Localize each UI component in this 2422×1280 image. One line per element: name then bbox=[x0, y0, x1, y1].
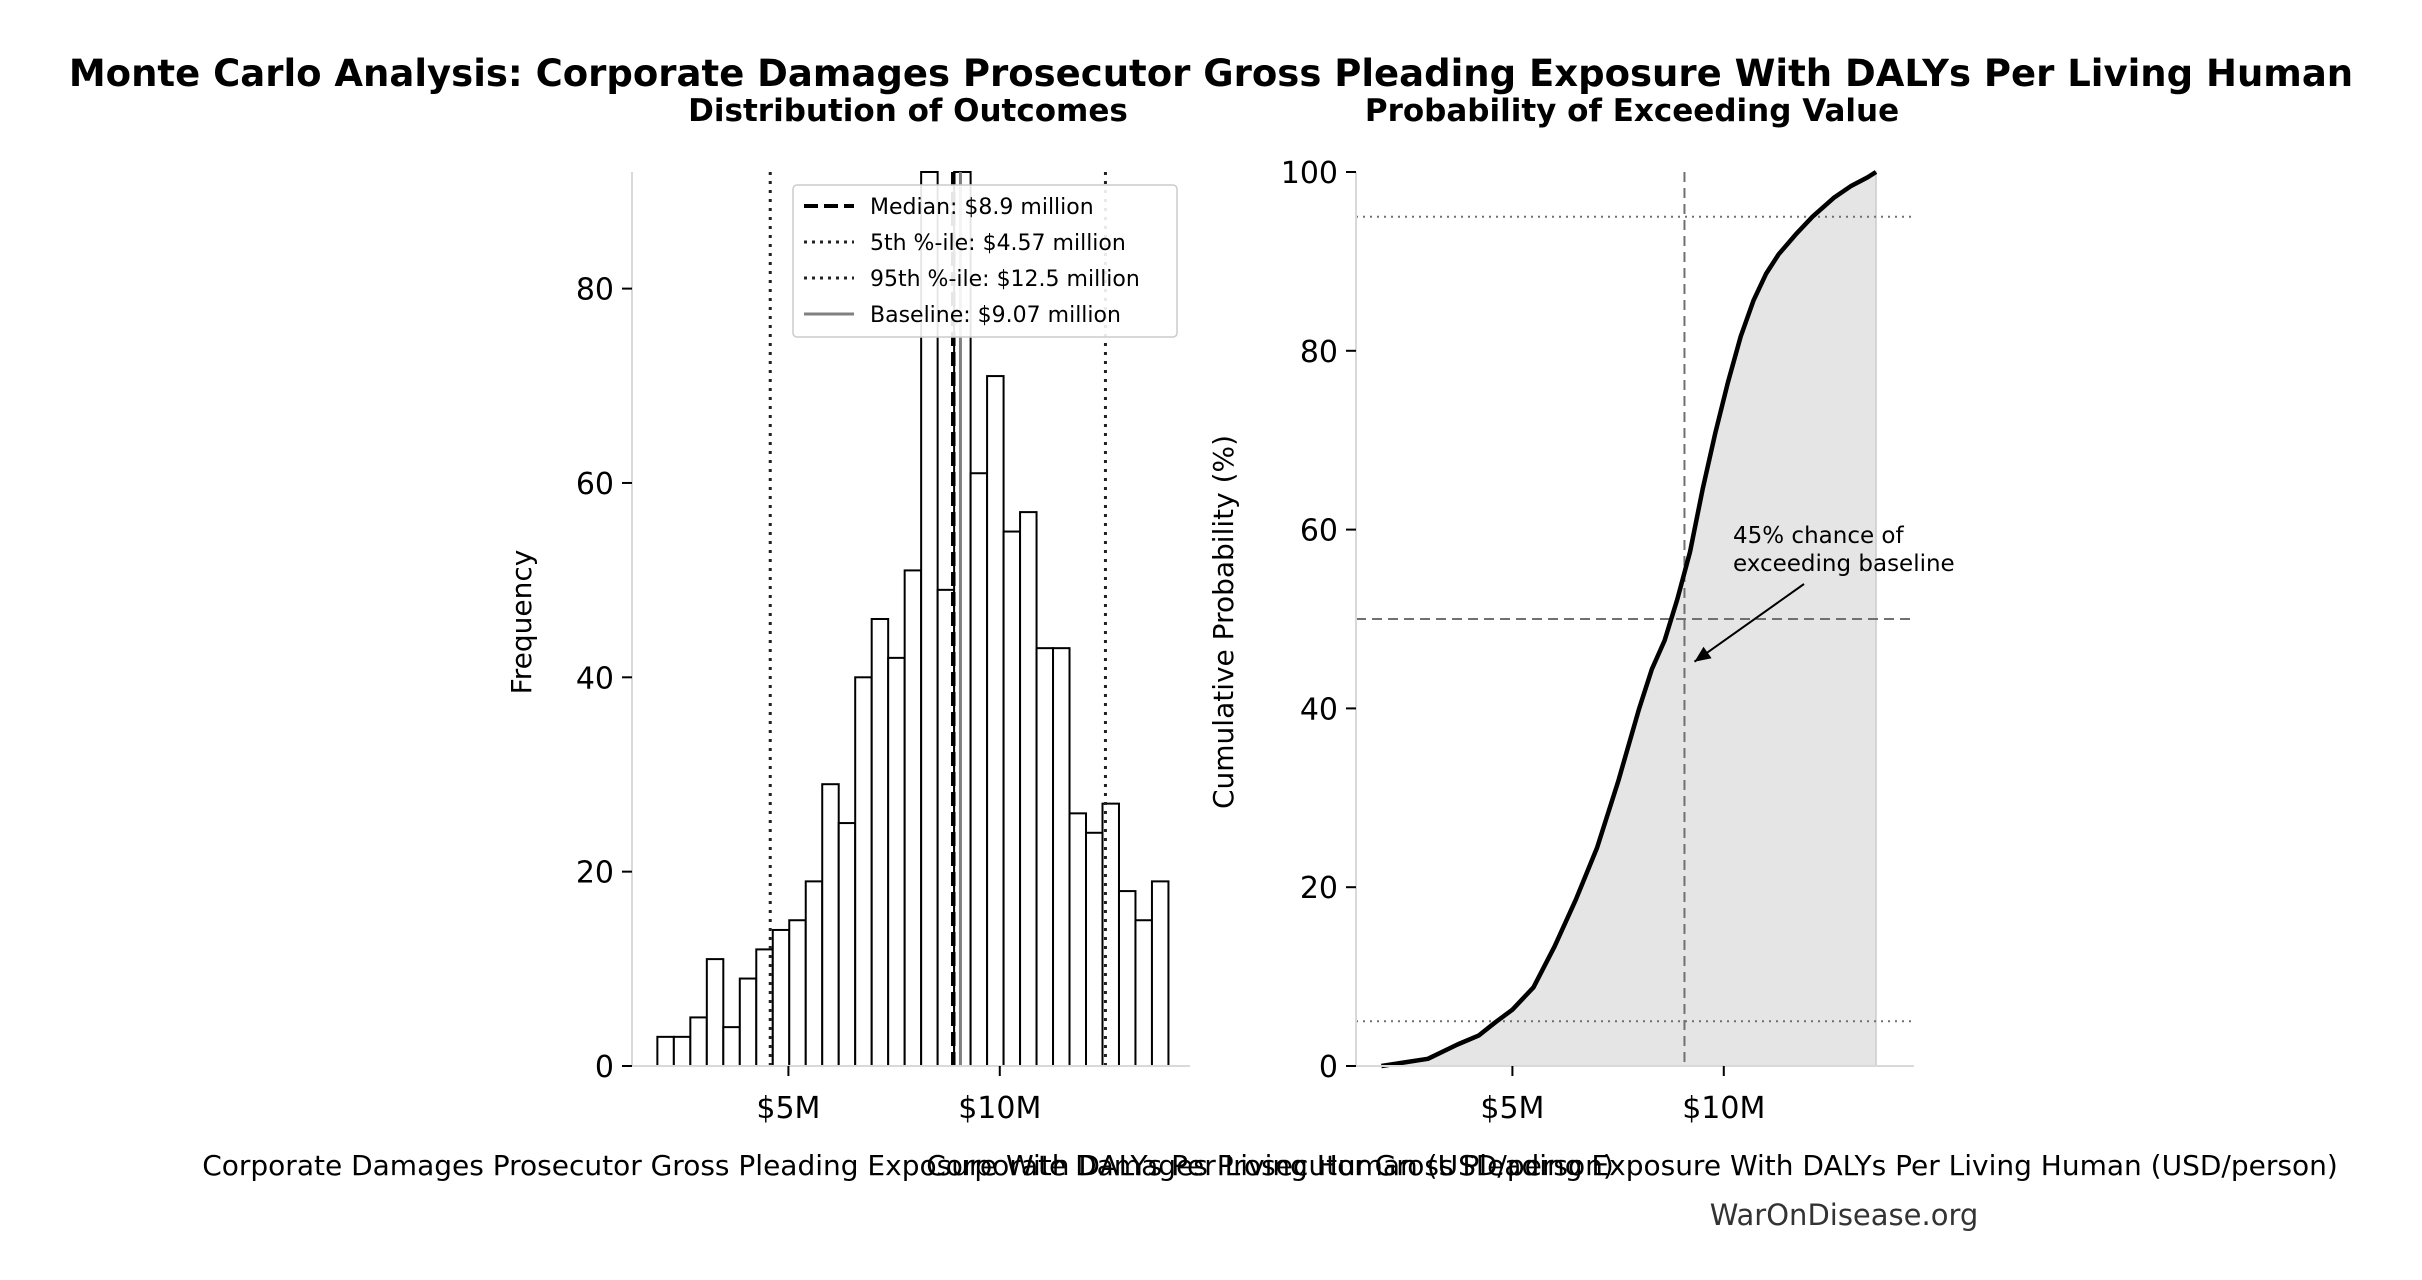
histogram-bar bbox=[689, 1016, 708, 1067]
cumulative-y-tick-label: 20 bbox=[1300, 871, 1338, 906]
histogram-x-tick-label: $5M bbox=[756, 1091, 820, 1126]
annotation-arrow bbox=[1693, 583, 1805, 663]
cumulative-x-tick-label: $10M bbox=[1682, 1091, 1765, 1126]
cumulative-y-ticks: 0 20 40 60 80 100 bbox=[1281, 156, 1356, 1085]
footer-credit: WarOnDisease.org bbox=[1710, 1198, 1979, 1232]
cumulative-y-tick-label: 100 bbox=[1281, 156, 1338, 191]
histogram-x-label: Corporate Damages Prosecutor Gross Plead… bbox=[202, 1149, 1614, 1182]
legend-label-p5: 5th %-ile: $4.57 million bbox=[870, 231, 1126, 256]
histogram-bar bbox=[1085, 831, 1104, 1067]
histogram-bar bbox=[1134, 919, 1153, 1067]
histogram-bar bbox=[887, 656, 906, 1067]
histogram-legend: Median: $8.9 million 5th %-ile: $4.57 mi… bbox=[792, 184, 1178, 338]
histogram-bar bbox=[903, 569, 923, 1067]
cumulative-x-label: Corporate Damages Prosecutor Gross Plead… bbox=[926, 1149, 2338, 1182]
histogram-chart: Distribution of Outcomes 0 20 40 60 80 $5M $1… bbox=[202, 93, 1614, 1182]
annotation-line-1: 45% chance of bbox=[1733, 523, 1905, 549]
histogram-x-ticks: $5M $10M bbox=[756, 1066, 1041, 1126]
legend-entry-median: Median: $8.9 million bbox=[804, 195, 1094, 220]
annotation-arrowhead bbox=[1694, 646, 1712, 662]
histogram-bar bbox=[821, 783, 840, 1068]
histogram-bar bbox=[804, 880, 824, 1067]
cumulative-curve bbox=[1381, 170, 1878, 1069]
legend-label-baseline: Baseline: $9.07 million bbox=[870, 303, 1121, 328]
legend-label-p95: 95th %-ile: $12.5 million bbox=[870, 267, 1140, 292]
histogram-bar bbox=[705, 958, 725, 1068]
histogram-bar bbox=[1117, 890, 1137, 1068]
histogram-y-tick-label: 20 bbox=[576, 856, 614, 891]
legend-entry-baseline: Baseline: $9.07 million bbox=[804, 303, 1121, 328]
histogram-bar bbox=[672, 1035, 692, 1067]
histogram-bar bbox=[1068, 812, 1088, 1068]
histogram-bar bbox=[788, 919, 807, 1067]
histogram-y-tick-label: 80 bbox=[576, 273, 614, 308]
cumulative-y-tick-label: 80 bbox=[1300, 335, 1338, 370]
histogram-subtitle: Distribution of Outcomes bbox=[688, 93, 1128, 129]
histogram-y-tick-label: 60 bbox=[576, 467, 614, 502]
histogram-bar bbox=[1035, 647, 1055, 1067]
histogram-bar bbox=[870, 618, 890, 1067]
histogram-bar bbox=[1019, 511, 1038, 1067]
cumulative-x-tick-label: $5M bbox=[1480, 1091, 1544, 1126]
cumulative-chart: Probability of Exceeding Value 0 20 40 60 80… bbox=[926, 93, 2338, 1182]
histogram-y-ticks: 0 20 40 60 80 bbox=[576, 273, 632, 1085]
cumulative-y-tick-label: 40 bbox=[1300, 692, 1338, 727]
cumulative-x-ticks: $5M $10M bbox=[1480, 1066, 1765, 1126]
histogram-bar bbox=[1052, 647, 1071, 1067]
cumulative-y-label: Cumulative Probability (%) bbox=[1207, 435, 1240, 809]
histogram-y-tick-label: 0 bbox=[595, 1050, 614, 1085]
histogram-bar bbox=[738, 977, 758, 1067]
cumulative-subtitle: Probability of Exceeding Value bbox=[1365, 93, 1899, 129]
histogram-bar bbox=[986, 375, 1005, 1067]
histogram-bar bbox=[722, 1026, 741, 1068]
cumulative-annotation: 45% chance of exceeding baseline bbox=[1693, 523, 1955, 663]
histogram-bar bbox=[1150, 880, 1170, 1067]
histogram-bar bbox=[854, 676, 873, 1067]
histogram-x-tick-label: $10M bbox=[958, 1091, 1041, 1126]
legend-entry-p95: 95th %-ile: $12.5 million bbox=[804, 267, 1140, 292]
cumulative-y-tick-label: 0 bbox=[1319, 1050, 1338, 1085]
histogram-bar bbox=[771, 928, 791, 1068]
histogram-y-tick-label: 40 bbox=[576, 661, 614, 696]
histogram-bar bbox=[1002, 530, 1022, 1067]
figure-title: Monte Carlo Analysis: Corporate Damages … bbox=[69, 52, 2353, 95]
legend-entry-p5: 5th %-ile: $4.57 million bbox=[804, 231, 1126, 256]
histogram-bar bbox=[656, 1035, 675, 1067]
legend-box bbox=[792, 184, 1178, 338]
histogram-y-label: Frequency bbox=[505, 550, 538, 695]
cumulative-y-tick-label: 60 bbox=[1300, 514, 1338, 549]
legend-label-median: Median: $8.9 million bbox=[870, 195, 1094, 220]
histogram-bar bbox=[969, 472, 989, 1067]
cumulative-reference-lines bbox=[1356, 215, 1914, 1023]
annotation-line-2: exceeding baseline bbox=[1733, 551, 1955, 577]
histogram-bar bbox=[837, 822, 857, 1068]
histogram-bar bbox=[1101, 802, 1120, 1067]
